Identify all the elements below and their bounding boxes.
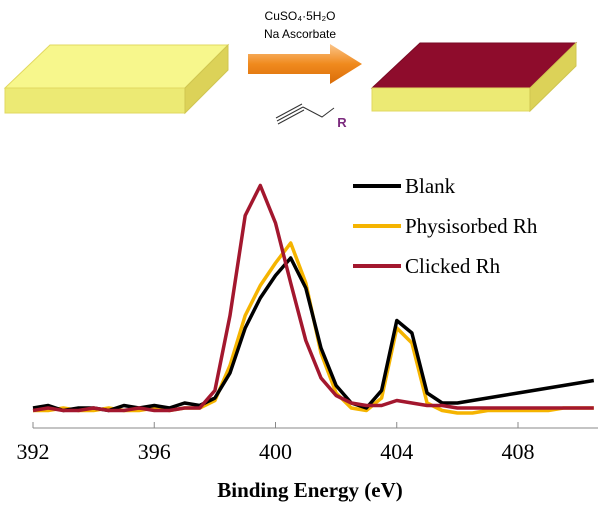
series-line xyxy=(33,243,594,413)
reagent: CuSO₄·5H₂O xyxy=(265,9,336,23)
x-tick-label: 400 xyxy=(259,439,292,464)
alkyne xyxy=(276,104,334,124)
reagent: Na Ascorbate xyxy=(264,27,336,41)
x-tick-label: 396 xyxy=(138,439,171,464)
x-tick-label: 408 xyxy=(502,439,535,464)
legend-label: Blank xyxy=(405,174,456,198)
slab-front xyxy=(372,88,530,111)
series-line xyxy=(33,258,594,411)
figure: CuSO₄·5H₂O Na Ascorbate R Binding Energy… xyxy=(0,0,598,505)
x-axis-title: Binding Energy (eV) xyxy=(217,478,403,502)
scheme: CuSO₄·5H₂O Na Ascorbate R xyxy=(5,9,576,130)
x-tick-label: 404 xyxy=(380,439,413,464)
arrow xyxy=(248,44,362,84)
x-tick-label: 392 xyxy=(17,439,50,464)
legend-label: Physisorbed Rh xyxy=(405,214,538,238)
substituent: R xyxy=(337,115,347,130)
slab-front xyxy=(5,88,185,113)
legend-label: Clicked Rh xyxy=(405,254,501,278)
